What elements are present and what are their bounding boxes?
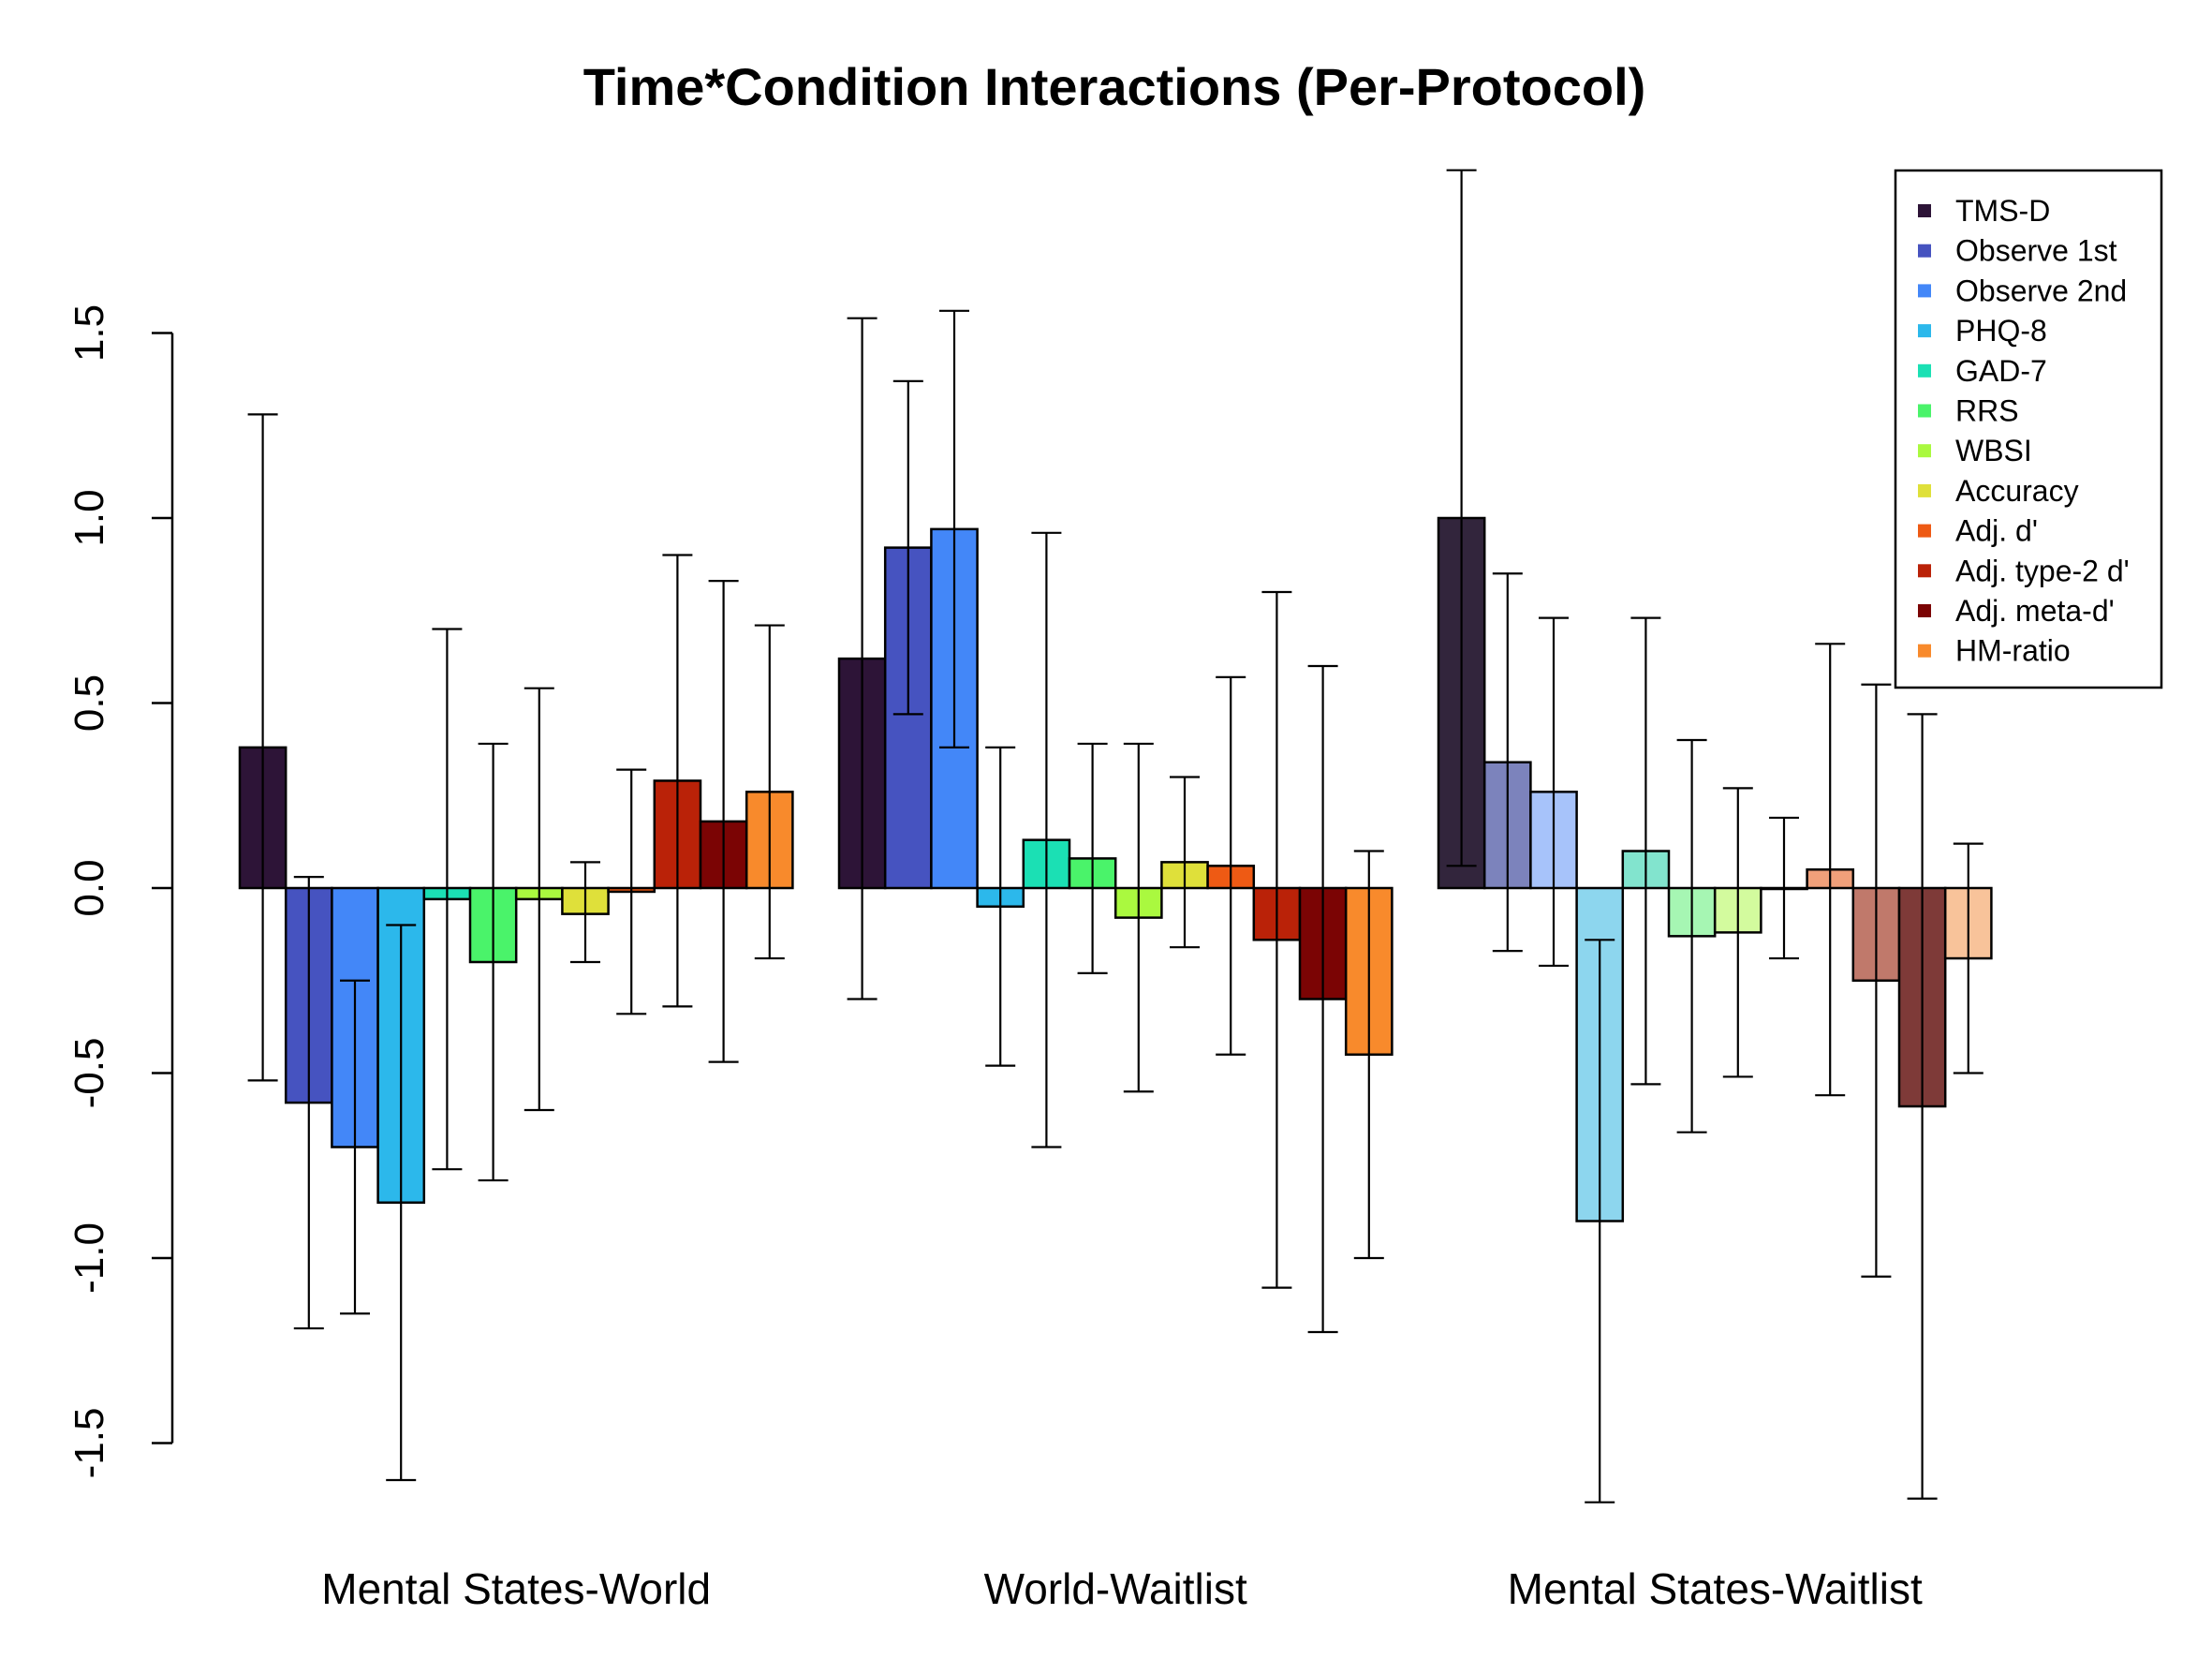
y-tick-label: 0.5 (66, 674, 112, 732)
error-bar (1077, 742, 1108, 974)
error-bar (1585, 939, 1615, 1503)
bars (238, 516, 1993, 1222)
category-labels: Mental States-World World-Waitlist Mental … (321, 1564, 1923, 1613)
error-bar (985, 746, 1016, 1067)
error-bar (247, 413, 278, 1082)
y-tick-label: 1.0 (66, 489, 112, 546)
legend-swatch (1918, 604, 1931, 617)
error-bar (1676, 738, 1707, 1133)
error-bar (1492, 572, 1523, 953)
error-bar (662, 554, 693, 1008)
y-tick-label: 0.0 (66, 859, 112, 916)
error-bar (1123, 742, 1154, 1093)
error-bar (1861, 683, 1892, 1278)
error-bar (1261, 590, 1292, 1289)
error-bar (1630, 616, 1661, 1086)
legend-swatch (1918, 363, 1931, 378)
legend-swatch (1918, 404, 1931, 418)
error-bar (293, 876, 324, 1330)
legend-label: Adj. type-2 d' (1955, 554, 2130, 587)
error-bar (524, 687, 554, 1112)
error-bar (1769, 816, 1799, 960)
error-bar (1539, 616, 1569, 968)
error-bar (1722, 787, 1753, 1078)
legend-label: Adj. d' (1955, 514, 2038, 548)
y-tick-label: -0.5 (66, 1038, 112, 1109)
error-bar (478, 742, 509, 1182)
legend-label: WBSI (1955, 434, 2032, 467)
error-bar (1216, 675, 1246, 1056)
legend-label: TMS-D (1955, 194, 2050, 228)
chart-title: Time*Condition Interactions (Per-Protoco… (583, 57, 1646, 116)
error-bar (1907, 713, 1938, 1500)
error-bar (1953, 842, 1983, 1074)
legend: TMS-D Observe 1st Observe 2nd PHQ-8 GAD-7 RRS… (1894, 169, 2163, 689)
y-axis: -1.5 -1.0 -0.5 0.0 0.5 1.0 1.5 (66, 304, 174, 1479)
y-tick-label: 1.5 (66, 304, 112, 362)
legend-label: Accuracy (1955, 474, 2079, 508)
legend-label: Observe 1st (1955, 234, 2117, 268)
legend-label: HM-ratio (1955, 634, 2071, 668)
error-bar (892, 379, 923, 716)
legend-label: Adj. meta-d' (1955, 594, 2115, 628)
legend-swatch (1918, 244, 1931, 258)
error-bar (1170, 776, 1200, 949)
legend-swatch (1918, 524, 1931, 538)
category-label: Mental States-Waitlist (1508, 1564, 1923, 1613)
error-bar (386, 924, 417, 1482)
error-bar (340, 979, 370, 1315)
legend-swatch (1918, 564, 1931, 578)
legend-swatch (1918, 444, 1931, 458)
legend-swatch (1918, 324, 1931, 338)
legend-label: RRS (1955, 394, 2019, 428)
error-bar (708, 580, 739, 1063)
error-bar (1031, 531, 1062, 1148)
legend-swatch (1918, 483, 1931, 497)
legend-swatch (1918, 644, 1931, 658)
category-label: World-Waitlist (984, 1564, 1247, 1613)
error-bars (247, 169, 1983, 1503)
legend-swatch (1918, 284, 1931, 298)
legend-box (1894, 169, 2163, 689)
error-bar (570, 861, 600, 964)
legend-swatch (1918, 204, 1931, 217)
error-bar (1307, 664, 1338, 1334)
category-label: Mental States-World (321, 1564, 711, 1613)
error-bar (1815, 643, 1846, 1097)
legend-label: PHQ-8 (1955, 314, 2047, 348)
error-bar (754, 624, 785, 960)
y-tick-label: -1.5 (66, 1408, 112, 1479)
error-bar (1353, 850, 1384, 1260)
error-bar (939, 309, 969, 749)
error-bar (1446, 169, 1477, 867)
y-tick-label: -1.0 (66, 1222, 112, 1294)
error-bar (616, 768, 647, 1015)
error-bar (432, 628, 463, 1171)
legend-label: Observe 2nd (1955, 274, 2127, 307)
error-bar (847, 317, 877, 1000)
legend-label: GAD-7 (1955, 354, 2047, 388)
